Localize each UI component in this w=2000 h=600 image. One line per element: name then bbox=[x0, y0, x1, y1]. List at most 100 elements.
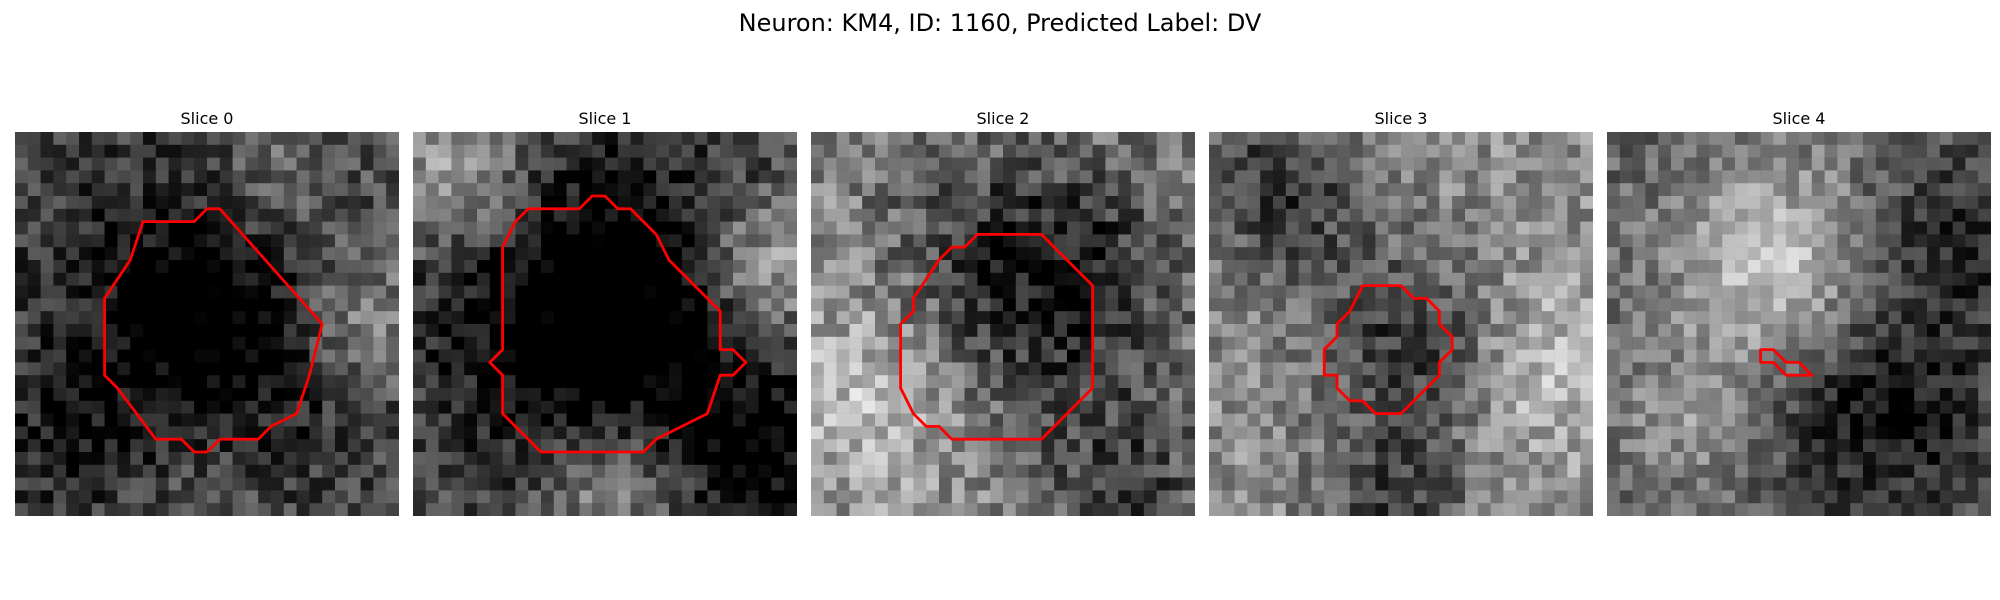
pixel bbox=[1452, 144, 1466, 158]
pixel bbox=[1143, 298, 1157, 312]
pixel bbox=[1632, 196, 1646, 210]
pixel bbox=[1939, 426, 1953, 440]
pixel bbox=[1939, 400, 1953, 414]
pixel bbox=[219, 260, 233, 274]
pixel bbox=[1092, 426, 1106, 440]
pixel bbox=[1554, 208, 1568, 222]
pixel bbox=[1311, 170, 1325, 184]
pixel bbox=[1850, 311, 1864, 325]
pixel bbox=[322, 285, 336, 299]
pixel bbox=[1105, 413, 1119, 427]
pixel bbox=[1516, 311, 1530, 325]
pixel bbox=[194, 362, 208, 376]
pixel bbox=[553, 285, 567, 299]
pixel bbox=[194, 503, 208, 516]
pixel bbox=[1285, 464, 1299, 478]
pixel bbox=[528, 272, 542, 286]
pixel bbox=[1337, 157, 1351, 171]
pixel bbox=[1863, 477, 1877, 491]
pixel bbox=[630, 132, 644, 146]
pixel bbox=[1490, 170, 1504, 184]
pixel bbox=[79, 132, 93, 146]
pixel bbox=[245, 311, 259, 325]
pixel bbox=[1156, 196, 1170, 210]
pixel bbox=[669, 247, 683, 261]
pixel bbox=[1529, 362, 1543, 376]
pixel bbox=[926, 464, 940, 478]
pixel bbox=[194, 324, 208, 338]
pixel bbox=[1234, 388, 1248, 402]
pixel bbox=[1837, 413, 1851, 427]
pixel bbox=[977, 170, 991, 184]
pixel bbox=[579, 452, 593, 466]
pixel bbox=[1477, 426, 1491, 440]
pixel bbox=[913, 503, 927, 516]
pixel bbox=[1760, 272, 1774, 286]
pixel bbox=[464, 311, 478, 325]
pixel bbox=[862, 324, 876, 338]
pixel bbox=[283, 336, 297, 350]
pixel bbox=[605, 477, 619, 491]
pixel bbox=[296, 452, 310, 466]
pixel bbox=[1273, 375, 1287, 389]
pixel bbox=[1683, 298, 1697, 312]
pixel bbox=[836, 503, 850, 516]
pixel bbox=[117, 439, 131, 453]
pixel bbox=[1015, 426, 1029, 440]
pixel bbox=[1607, 336, 1621, 350]
pixel bbox=[887, 247, 901, 261]
pixel bbox=[1671, 388, 1685, 402]
pixel bbox=[1169, 349, 1183, 363]
pixel bbox=[386, 413, 399, 427]
pixel bbox=[745, 388, 759, 402]
pixel bbox=[232, 183, 246, 197]
pixel bbox=[194, 157, 208, 171]
pixel bbox=[1863, 464, 1877, 478]
pixel bbox=[360, 234, 374, 248]
pixel bbox=[1015, 349, 1029, 363]
pixel bbox=[1324, 272, 1338, 286]
pixel bbox=[91, 183, 105, 197]
pixel bbox=[836, 388, 850, 402]
pixel bbox=[605, 349, 619, 363]
pixel bbox=[758, 388, 772, 402]
pixel bbox=[1273, 324, 1287, 338]
pixel bbox=[1465, 260, 1479, 274]
pixel bbox=[849, 375, 863, 389]
pixel bbox=[1349, 375, 1363, 389]
pixel bbox=[1850, 132, 1864, 146]
pixel bbox=[1182, 183, 1195, 197]
pixel bbox=[1182, 272, 1195, 286]
pixel bbox=[1156, 426, 1170, 440]
pixel bbox=[425, 464, 439, 478]
pixel bbox=[1914, 208, 1928, 222]
pixel bbox=[296, 247, 310, 261]
pixel bbox=[413, 464, 427, 478]
pixel bbox=[502, 503, 516, 516]
pixel bbox=[194, 413, 208, 427]
pixel bbox=[1580, 452, 1593, 466]
pixel bbox=[1465, 426, 1479, 440]
pixel bbox=[271, 362, 285, 376]
pixel bbox=[913, 477, 927, 491]
pixel bbox=[91, 272, 105, 286]
pixel bbox=[451, 157, 465, 171]
pixel bbox=[386, 426, 399, 440]
pixel bbox=[155, 362, 169, 376]
pixel bbox=[1696, 426, 1710, 440]
pixel bbox=[1632, 170, 1646, 184]
pixel bbox=[1914, 388, 1928, 402]
pixel bbox=[79, 272, 93, 286]
pixel bbox=[155, 388, 169, 402]
pixel bbox=[1337, 426, 1351, 440]
pixel bbox=[758, 132, 772, 146]
pixel bbox=[1658, 132, 1672, 146]
pixel bbox=[1799, 260, 1813, 274]
pixel bbox=[1709, 413, 1723, 427]
pixel bbox=[1978, 144, 1991, 158]
pixel bbox=[1311, 336, 1325, 350]
pixel bbox=[245, 464, 259, 478]
pixel bbox=[771, 375, 785, 389]
pixel bbox=[720, 272, 734, 286]
pixel bbox=[1079, 362, 1093, 376]
